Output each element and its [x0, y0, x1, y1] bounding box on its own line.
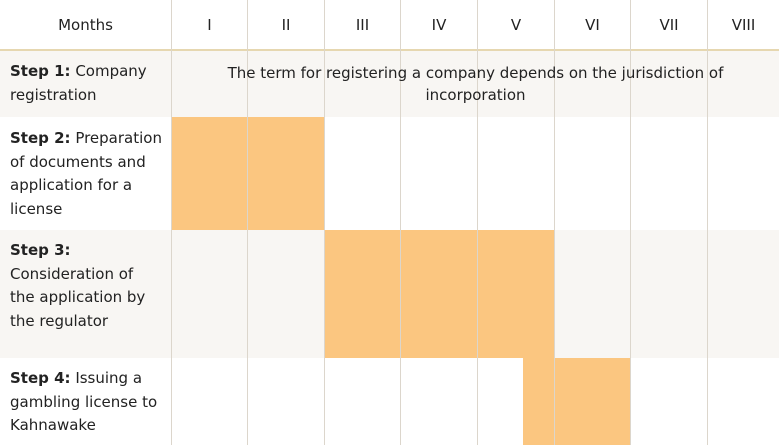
header-month-3: III — [355, 15, 370, 34]
column-divider — [477, 0, 478, 445]
step-3-title: Step 3: — [10, 241, 71, 259]
header-month-8: VIII — [731, 15, 756, 34]
step-1-note: The term for registering a company depen… — [227, 64, 724, 104]
column-divider — [247, 0, 248, 445]
header-month-1: I — [207, 15, 212, 34]
step-3-label: Step 3: Consideration of the application… — [10, 239, 162, 333]
bar-step-2 — [172, 117, 325, 230]
column-divider — [324, 0, 325, 445]
column-divider — [171, 0, 172, 445]
header-month-5: V — [510, 15, 522, 34]
column-divider — [400, 0, 401, 445]
bar-step-3 — [325, 230, 555, 358]
header-divider — [0, 49, 779, 51]
header-month-4: IV — [431, 15, 447, 34]
step-1-label: Step 1: Company registration — [10, 60, 162, 107]
bar-step-4 — [523, 358, 631, 445]
header-month-7: VII — [659, 15, 679, 34]
row-step-1-background — [0, 51, 779, 117]
column-divider — [630, 0, 631, 445]
step-2-label: Step 2: Preparation of documents and app… — [10, 127, 162, 221]
header-month-2: II — [281, 15, 291, 34]
column-divider — [554, 0, 555, 445]
step-3-text: Consideration of the application by the … — [10, 264, 146, 330]
step-4-label: Step 4: Issuing a gambling license to Ka… — [10, 367, 162, 438]
step-4-text: Issuing a gambling license to Kahnawake — [10, 369, 158, 434]
header-month-6: VI — [585, 15, 600, 34]
column-divider — [707, 0, 708, 445]
step-4-title: Step 4: — [10, 369, 71, 387]
header-months-label: Months — [58, 15, 113, 34]
step-1-text: Company registration — [10, 62, 147, 104]
step-2-title: Step 2: — [10, 129, 71, 147]
step-2-text: Preparation of documents and application… — [10, 129, 162, 218]
table-header — [0, 0, 779, 49]
step-1-title: Step 1: — [10, 62, 71, 80]
